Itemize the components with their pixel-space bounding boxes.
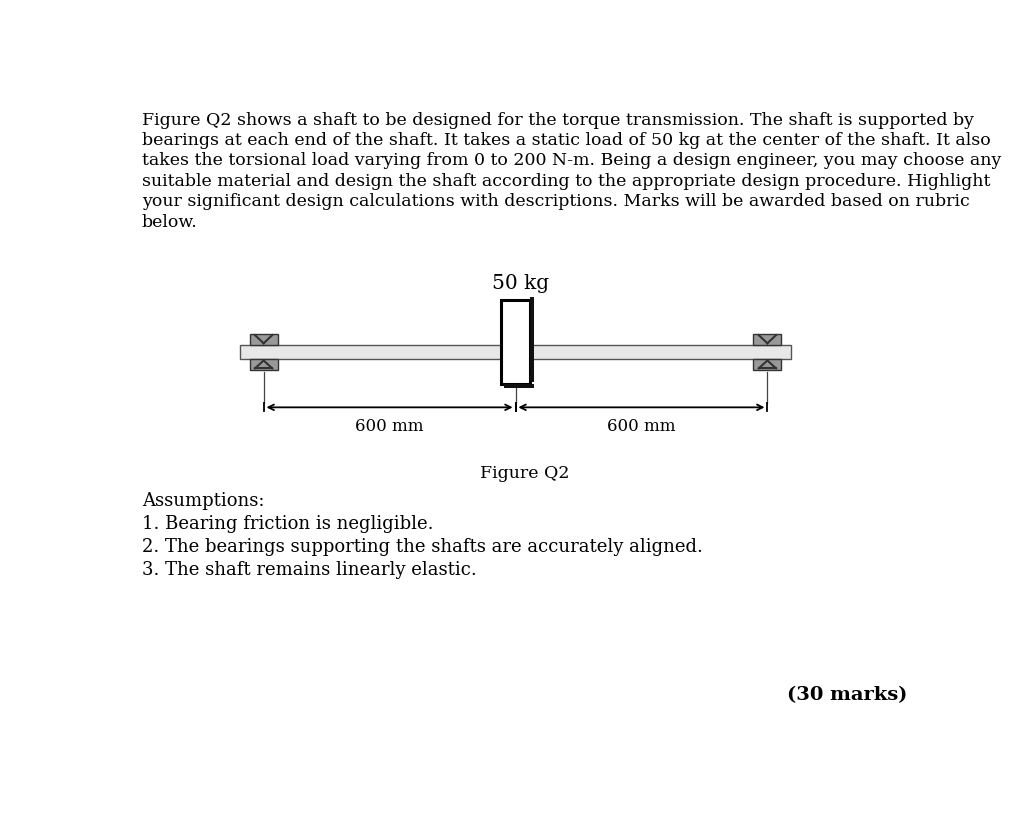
Bar [501, 300, 529, 384]
Text: 600 mm: 600 mm [607, 418, 676, 435]
Text: 1. Bearing friction is negligible.: 1. Bearing friction is negligible. [142, 515, 433, 533]
Bar [250, 359, 278, 370]
Text: takes the torsional load varying from 0 to 200 N-m. Being a design engineer, you: takes the torsional load varying from 0 … [142, 152, 1001, 170]
Text: 2. The bearings supporting the shafts are accurately aligned.: 2. The bearings supporting the shafts ar… [142, 538, 702, 557]
Bar [504, 384, 535, 389]
Text: your significant design calculations with descriptions. Marks will be awarded ba: your significant design calculations wit… [142, 193, 970, 210]
Text: Assumptions:: Assumptions: [142, 492, 264, 510]
Text: suitable material and design the shaft according to the appropriate design proce: suitable material and design the shaft a… [142, 173, 990, 190]
Text: Figure Q2: Figure Q2 [480, 465, 569, 482]
Text: 50 kg: 50 kg [492, 275, 549, 293]
Bar [529, 297, 535, 381]
Bar [241, 345, 791, 359]
Text: 600 mm: 600 mm [355, 418, 424, 435]
Text: 3. The shaft remains linearly elastic.: 3. The shaft remains linearly elastic. [142, 562, 477, 579]
Bar [754, 359, 781, 370]
Bar [250, 334, 278, 345]
Text: below.: below. [142, 214, 198, 231]
Bar [754, 334, 781, 345]
Text: bearings at each end of the shaft. It takes a static load of 50 kg at the center: bearings at each end of the shaft. It ta… [142, 132, 990, 149]
Text: (30 marks): (30 marks) [787, 685, 907, 704]
Text: Figure Q2 shows a shaft to be designed for the torque transmission. The shaft is: Figure Q2 shows a shaft to be designed f… [142, 112, 974, 129]
